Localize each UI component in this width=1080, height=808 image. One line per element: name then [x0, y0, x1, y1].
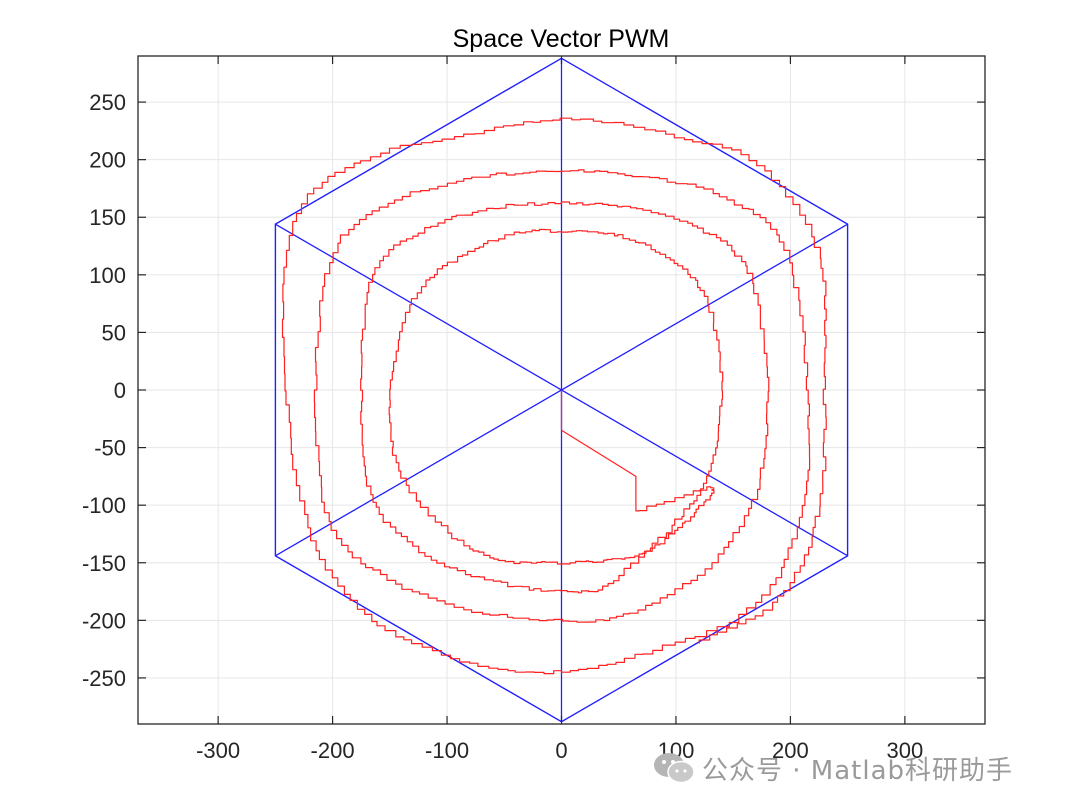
y-tick-label: 200: [89, 148, 126, 173]
x-tick-label: 200: [772, 738, 809, 763]
watermark-text: 公众号 · Matlab科研助手: [702, 755, 1014, 786]
y-tick-label: -250: [82, 666, 126, 691]
y-tick-label: -150: [82, 551, 126, 576]
watermark: 公众号 · Matlab科研助手: [652, 748, 1013, 788]
y-tick-label: 50: [102, 320, 126, 345]
x-tick-label: -100: [425, 738, 469, 763]
ticks: -300 -200 -100 0 100 200 300250200150100500-50…: [82, 56, 985, 763]
y-tick-label: -100: [82, 493, 126, 518]
y-tick-label: 0: [114, 378, 126, 403]
x-tick-label: -300: [196, 738, 240, 763]
y-tick-label: 150: [89, 205, 126, 230]
x-tick-label: -200: [311, 738, 355, 763]
y-tick-label: 250: [89, 90, 126, 115]
chart-title: Space Vector PWM: [453, 25, 670, 53]
x-tick-label: 0: [555, 738, 567, 763]
y-tick-label: -200: [82, 608, 126, 633]
y-tick-label: -50: [94, 436, 126, 461]
x-tick-label: 300: [887, 738, 924, 763]
wechat-logo-icon: [654, 753, 695, 784]
trajectory-line: [281, 117, 827, 675]
y-tick-label: 100: [89, 263, 126, 288]
